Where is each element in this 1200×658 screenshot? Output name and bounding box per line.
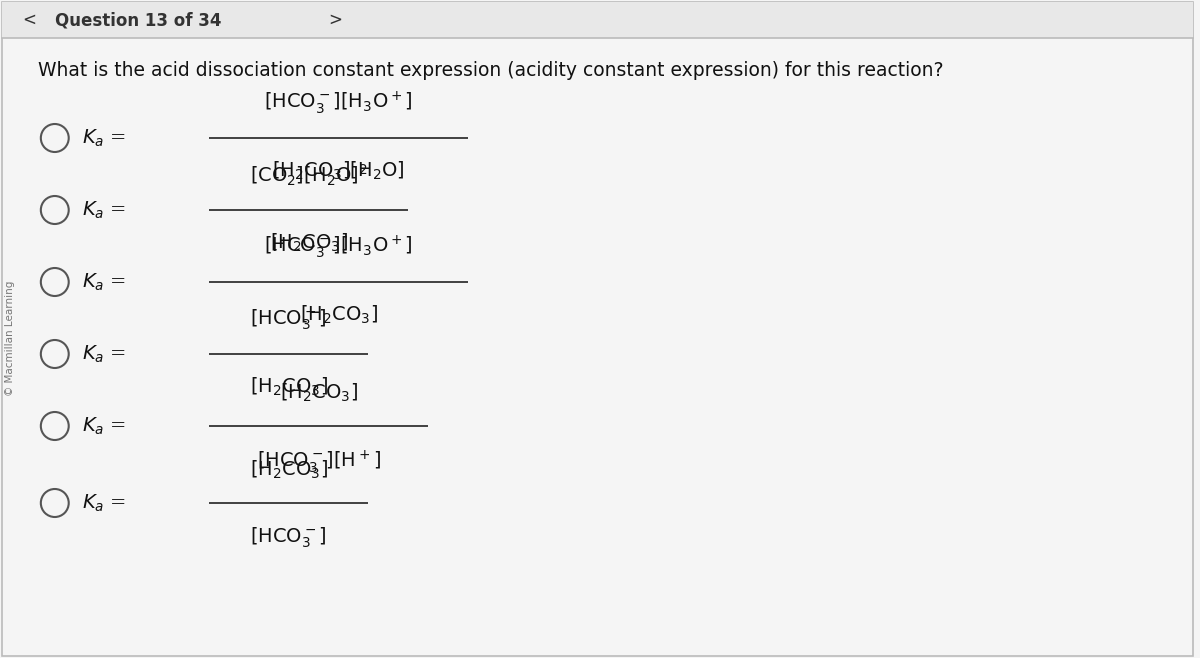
Text: $[\mathrm{HCO_3^-}][\mathrm{H_3O^+}]$: $[\mathrm{HCO_3^-}][\mathrm{H_3O^+}]$ [264, 233, 413, 260]
Text: $[\mathrm{HCO_3^-}][\mathrm{H^+}]$: $[\mathrm{HCO_3^-}][\mathrm{H^+}]$ [257, 448, 380, 475]
Text: What is the acid dissociation constant expression (acidity constant expression) : What is the acid dissociation constant e… [38, 61, 943, 80]
Text: $K_a$ =: $K_a$ = [82, 199, 126, 220]
Text: $K_a$ =: $K_a$ = [82, 415, 126, 437]
Text: $K_a$ =: $K_a$ = [82, 492, 126, 514]
Text: $K_a$ =: $K_a$ = [82, 271, 126, 293]
Text: $[\mathrm{H_2CO_3}]$: $[\mathrm{H_2CO_3}]$ [250, 459, 328, 481]
Text: $[\mathrm{H_2CO_3}]$: $[\mathrm{H_2CO_3}]$ [250, 376, 328, 398]
Text: $K_a$ =: $K_a$ = [82, 128, 126, 149]
Text: $[\mathrm{CO_2}][\mathrm{H_2O}]^2$: $[\mathrm{CO_2}][\mathrm{H_2O}]^2$ [250, 163, 367, 188]
Text: <: < [22, 11, 36, 29]
Text: $[\mathrm{H_2CO_3}]$: $[\mathrm{H_2CO_3}]$ [280, 382, 358, 404]
Text: $[\mathrm{H_2CO_3}][\mathrm{H_2O}]$: $[\mathrm{H_2CO_3}][\mathrm{H_2O}]$ [272, 160, 404, 182]
Text: $[\mathrm{HCO_3^-}][\mathrm{H_3O^+}]$: $[\mathrm{HCO_3^-}][\mathrm{H_3O^+}]$ [264, 89, 413, 116]
Text: $[\mathrm{H_2CO_3}]$: $[\mathrm{H_2CO_3}]$ [300, 304, 378, 326]
Text: Question 13 of 34: Question 13 of 34 [55, 11, 221, 29]
Text: © Macmillan Learning: © Macmillan Learning [5, 280, 14, 395]
Text: $[\mathrm{H_2CO_3}]$: $[\mathrm{H_2CO_3}]$ [270, 232, 348, 254]
FancyBboxPatch shape [2, 2, 1193, 38]
Text: >: > [329, 11, 343, 29]
Text: $K_a$ =: $K_a$ = [82, 343, 126, 365]
Text: $[\mathrm{HCO_3^-}]$: $[\mathrm{HCO_3^-}]$ [251, 525, 328, 549]
Text: $[\mathrm{HCO_3^-}]$: $[\mathrm{HCO_3^-}]$ [251, 307, 328, 332]
